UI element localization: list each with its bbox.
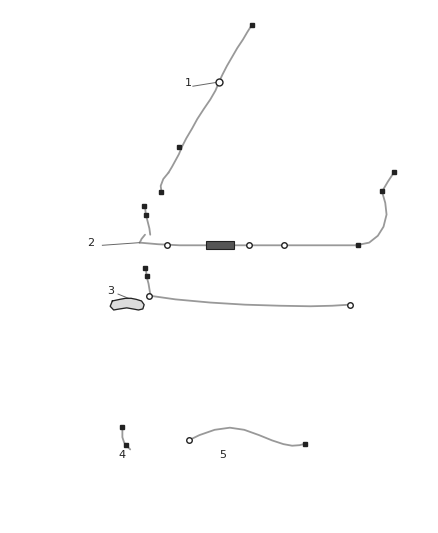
Text: 3: 3 [107, 286, 114, 296]
FancyBboxPatch shape [206, 241, 234, 249]
Text: 5: 5 [219, 450, 226, 461]
Text: 4: 4 [118, 450, 125, 461]
Polygon shape [110, 298, 144, 310]
Text: 2: 2 [87, 238, 94, 248]
Text: 1: 1 [185, 78, 192, 88]
